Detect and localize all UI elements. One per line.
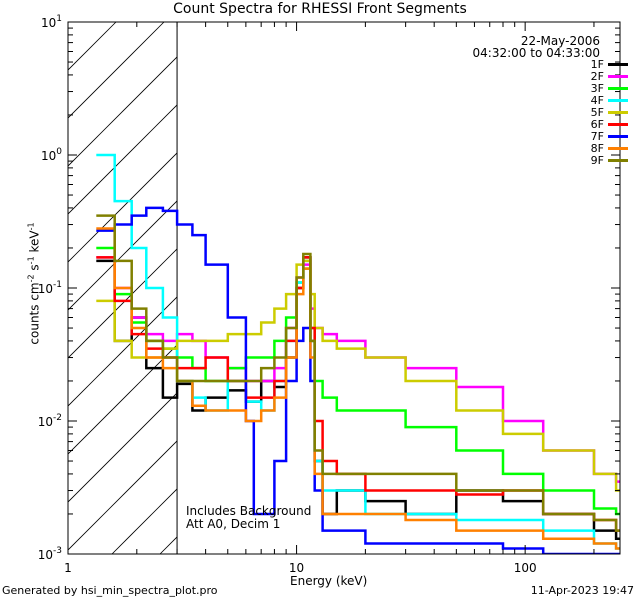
x-tick-label: 1 <box>64 561 72 575</box>
legend-label: 7F <box>590 129 604 143</box>
annotation-background: Includes Background <box>186 504 312 518</box>
x-tick-label: 10 <box>289 561 304 575</box>
hatched-region <box>68 22 178 554</box>
legend: 1F 2F 3F 4F 5F 6F 7F 8F 9F <box>568 57 628 167</box>
series-8F-line <box>96 227 620 550</box>
legend-item-6F: 6F <box>568 117 628 131</box>
hatch-line <box>68 104 178 215</box>
footer-timestamp: 11-Apr-2023 19:47 <box>530 584 634 597</box>
chart-title: Count Spectra for RHESSI Front Segments <box>173 1 467 17</box>
legend-swatch <box>608 134 628 138</box>
annotation-block: Includes Background Att A0, Decim 1 <box>186 505 311 531</box>
legend-item-2F: 2F <box>568 69 628 83</box>
series-9F-line <box>96 214 620 532</box>
hatch-line <box>68 248 178 359</box>
hatch-line <box>68 392 178 503</box>
legend-item-8F: 8F <box>568 141 628 155</box>
legend-item-5F: 5F <box>568 105 628 119</box>
legend-swatch <box>608 158 628 162</box>
legend-item-9F: 9F <box>568 153 628 167</box>
legend-label: 3F <box>590 81 604 95</box>
legend-label: 4F <box>590 93 604 107</box>
hatch-line <box>68 56 178 167</box>
footer-generator: Generated by hsi_min_spectra_plot.pro <box>2 584 218 597</box>
series-5F-line <box>96 259 620 492</box>
series-group <box>96 153 620 554</box>
y-tick-label: 10-3 <box>38 546 62 562</box>
legend-swatch <box>608 146 628 150</box>
legend-label: 1F <box>590 57 604 71</box>
legend-item-1F: 1F <box>568 57 628 71</box>
legend-swatch <box>608 74 628 78</box>
annotation-attenuator: Att A0, Decim 1 <box>186 517 281 531</box>
legend-item-3F: 3F <box>568 81 628 95</box>
legend-label: 2F <box>590 69 604 83</box>
legend-label: 6F <box>590 117 604 131</box>
x-tick-label: 100 <box>514 561 537 575</box>
legend-label: 5F <box>590 105 604 119</box>
hatch-line <box>68 200 178 311</box>
series-2F-line <box>96 256 620 483</box>
hatch-line <box>68 22 165 119</box>
legend-label: 8F <box>590 141 604 155</box>
legend-swatch <box>608 98 628 102</box>
legend-swatch <box>608 86 628 90</box>
legend-swatch <box>608 62 628 66</box>
legend-item-4F: 4F <box>568 93 628 107</box>
x-axis-label: Energy (keV) <box>290 574 368 588</box>
time-range: 04:32:00 to 04:33:00 <box>472 46 600 60</box>
y-tick-label: 10-1 <box>38 280 62 296</box>
legend-item-7F: 7F <box>568 129 628 143</box>
legend-swatch <box>608 122 628 126</box>
hatch-line <box>68 440 178 551</box>
date-value: 22-May-2006 <box>520 34 600 48</box>
legend-label: 9F <box>590 153 604 167</box>
series-7F-line <box>96 206 620 554</box>
y-axis-label: counts cm-2 s-1 keV-1 <box>26 222 42 345</box>
y-tick-label: 101 <box>41 14 62 30</box>
y-tick-label: 100 <box>41 147 62 163</box>
date-label: 22-May-2006 04:32:00 to 04:33:00 <box>473 35 600 59</box>
y-tick-label: 10-2 <box>38 413 62 429</box>
legend-swatch <box>608 110 628 114</box>
